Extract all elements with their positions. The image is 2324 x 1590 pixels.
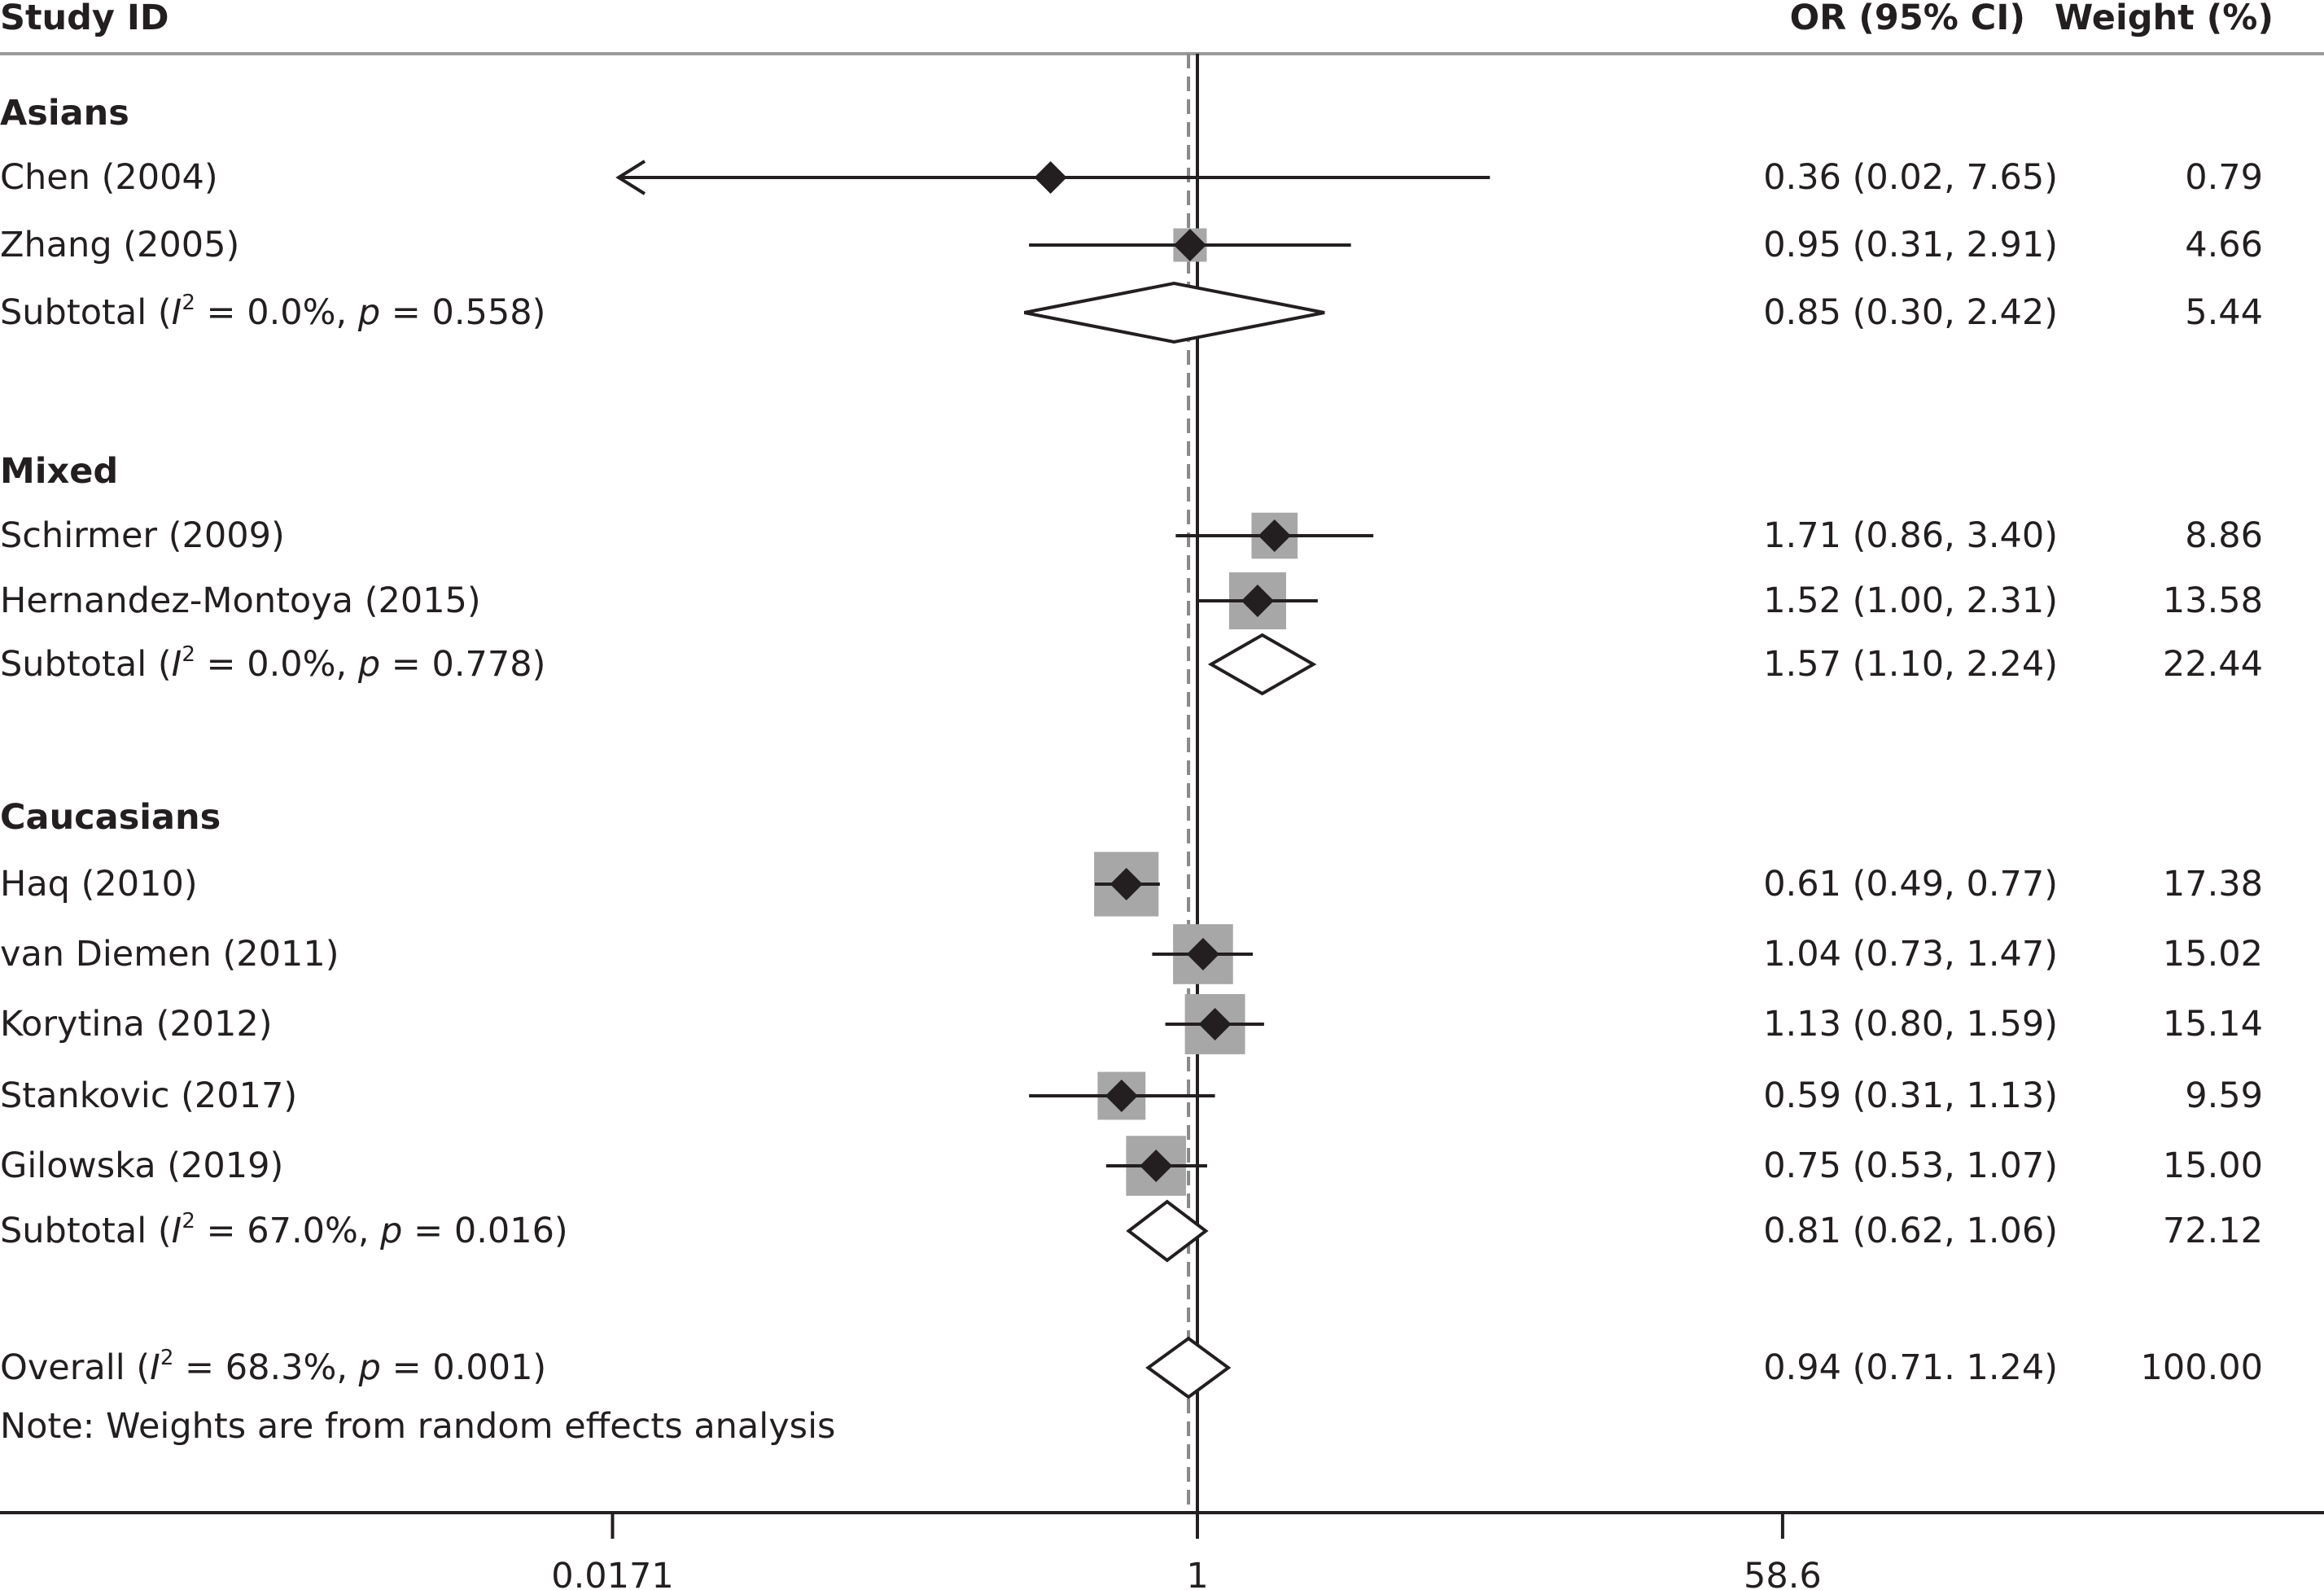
group-mixed-study-2-label: Hernandez-Montoya (2015): [0, 580, 481, 621]
group-asians-subtotal-label-i: I: [172, 292, 182, 333]
group-caucasians-subtotal-label-post: = 0.016): [402, 1211, 567, 1251]
group-caucasians-study-5-label: Gilowska (2019): [0, 1145, 283, 1186]
overall-label-mid: = 68.3%,: [173, 1347, 358, 1388]
group-asians-subtotal-label-sup: 2: [182, 291, 195, 315]
group-caucasians-study-3-or-ci: 1.13 (0.80, 1.59): [1763, 1004, 2058, 1045]
group-caucasians-study-5-point: [1140, 1150, 1173, 1182]
group-mixed-subtotal-label-i: I: [172, 644, 182, 685]
group-caucasians-study-2-label: van Diemen (2011): [0, 934, 339, 975]
group-mixed-study-2-weight: 13.58: [2163, 580, 2263, 621]
group-asians-study-1-or-ci: 0.36 (0.02, 7.65): [1763, 157, 2058, 198]
overall-label: Overall (I2 = 68.3%, p = 0.001): [0, 1346, 546, 1388]
group-mixed-subtotal-diamond: [1207, 633, 1317, 696]
group-mixed-study-1-or-ci: 1.71 (0.86, 3.40): [1763, 515, 2058, 556]
group-asians-study-2-point: [1173, 229, 1206, 261]
group-caucasians-subtotal-label-sup: 2: [182, 1209, 195, 1233]
group-caucasians-subtotal-diamond: [1126, 1199, 1209, 1263]
group-caucasians-study-1-weight: 17.38: [2163, 864, 2263, 905]
group-mixed-study-1-weight: 8.86: [2185, 515, 2263, 556]
group-asians-study-1-clip-arrow: [615, 160, 646, 195]
group-asians-subtotal-or-ci: 0.85 (0.30, 2.42): [1763, 292, 2058, 333]
group-caucasians-subtotal-label: Subtotal (I2 = 67.0%, p = 0.016): [0, 1209, 568, 1251]
group-asians-subtotal-weight: 5.44: [2185, 292, 2263, 333]
header-or-ci: OR (95% CI): [1790, 0, 2025, 38]
group-caucasians-subtotal-label-prefix: Subtotal (: [0, 1211, 172, 1251]
group-asians-study-1-point: [1034, 161, 1067, 194]
group-caucasians-study-1-point: [1109, 868, 1143, 900]
group-caucasians-subtotal-label-mid: = 67.0%,: [195, 1211, 380, 1251]
header-study-id: Study ID: [0, 0, 169, 38]
group-mixed-study-2-point: [1241, 585, 1274, 617]
note-text: Note: Weights are from random effects an…: [0, 1406, 835, 1447]
overall-label-sup: 2: [160, 1346, 174, 1370]
group-asians-study-1-weight: 0.79: [2185, 157, 2263, 198]
group-mixed-subtotal-weight: 22.44: [2163, 644, 2263, 685]
group-caucasians-study-5-or-ci: 0.75 (0.53, 1.07): [1763, 1145, 2058, 1186]
group-caucasians-subtotal-label-i: I: [172, 1211, 182, 1251]
group-mixed-study-1-point: [1258, 519, 1291, 552]
group-asians-subtotal-label-prefix: Subtotal (: [0, 292, 172, 333]
overall-or-ci: 0.94 (0.71. 1.24): [1763, 1347, 2058, 1388]
group-caucasians-study-3-point: [1198, 1008, 1232, 1040]
group-asians-subtotal-label: Subtotal (I2 = 0.0%, p = 0.558): [0, 291, 545, 333]
group-asians-study-2-or-ci: 0.95 (0.31, 2.91): [1763, 225, 2058, 265]
x-axis-ticks: 0.0171 1 58.6: [551, 1513, 1822, 1590]
overall-diamond: [1145, 1336, 1232, 1399]
group-caucasians-study-3-weight: 15.14: [2163, 1004, 2263, 1045]
group-caucasians-study-1-or-ci: 0.61 (0.49, 0.77): [1763, 864, 2058, 905]
group-asians-study-1-label: Chen (2004): [0, 157, 218, 198]
header-weight: Weight (%): [2055, 0, 2274, 38]
group-mixed-subtotal-label-sup: 2: [182, 642, 195, 667]
overall-label-post: = 0.001): [381, 1347, 546, 1388]
group-mixed-study-2-or-ci: 1.52 (1.00, 2.31): [1763, 580, 2058, 621]
group-mixed-subtotal-label-p: p: [357, 644, 380, 685]
group-mixed-subtotal-label-mid: = 0.0%,: [195, 644, 358, 685]
overall-label-i: I: [150, 1347, 160, 1388]
x-tick-label-3: 58.6: [1744, 1556, 1822, 1590]
group-mixed-study-1-label: Schirmer (2009): [0, 515, 285, 556]
x-tick-label-2: 1: [1186, 1556, 1208, 1590]
group-caucasians-header: Caucasians: [0, 797, 221, 838]
overall-label-prefix: Overall (: [0, 1347, 150, 1388]
group-mixed-header: Mixed: [0, 451, 118, 492]
group-caucasians-study-1-label: Haq (2010): [0, 864, 198, 905]
x-tick-label-1: 0.0171: [551, 1556, 673, 1590]
group-mixed-subtotal-label-prefix: Subtotal (: [0, 644, 172, 685]
group-caucasians-subtotal-label-p: p: [379, 1211, 402, 1251]
forest-rows: Asians Chen (2004) 0.36 (0.02, 7.65) 0.79 Zh…: [0, 93, 2263, 1447]
group-asians-subtotal-label-mid: = 0.0%,: [195, 292, 358, 333]
group-asians-subtotal-label-p: p: [357, 292, 380, 333]
group-caucasians-subtotal-weight: 72.12: [2163, 1211, 2263, 1251]
group-caucasians-study-5-weight: 15.00: [2163, 1145, 2263, 1186]
group-asians-subtotal-label-post: = 0.558): [380, 292, 545, 333]
group-asians-subtotal-diamond: [1023, 281, 1325, 344]
group-mixed-subtotal-label-post: = 0.778): [380, 644, 545, 685]
group-mixed-subtotal-label: Subtotal (I2 = 0.0%, p = 0.778): [0, 642, 545, 685]
group-caucasians-study-2-or-ci: 1.04 (0.73, 1.47): [1763, 934, 2058, 975]
group-caucasians-study-4-or-ci: 0.59 (0.31, 1.13): [1763, 1075, 2058, 1116]
group-caucasians-study-2-weight: 15.02: [2163, 934, 2263, 975]
group-caucasians-study-4-point: [1105, 1080, 1138, 1112]
overall-weight: 100.00: [2141, 1347, 2263, 1388]
group-asians-header: Asians: [0, 93, 129, 134]
group-asians-study-2-label: Zhang (2005): [0, 225, 239, 265]
overall-label-p: p: [358, 1347, 381, 1388]
group-caucasians-subtotal-or-ci: 0.81 (0.62, 1.06): [1763, 1211, 2058, 1251]
group-mixed-subtotal-or-ci: 1.57 (1.10, 2.24): [1763, 644, 2058, 685]
group-caucasians-study-4-weight: 9.59: [2185, 1075, 2263, 1116]
group-asians-study-2-weight: 4.66: [2185, 225, 2263, 265]
group-caucasians-study-4-label: Stankovic (2017): [0, 1075, 297, 1116]
group-caucasians-study-2-point: [1186, 938, 1219, 970]
group-caucasians-study-3-label: Korytina (2012): [0, 1004, 273, 1045]
